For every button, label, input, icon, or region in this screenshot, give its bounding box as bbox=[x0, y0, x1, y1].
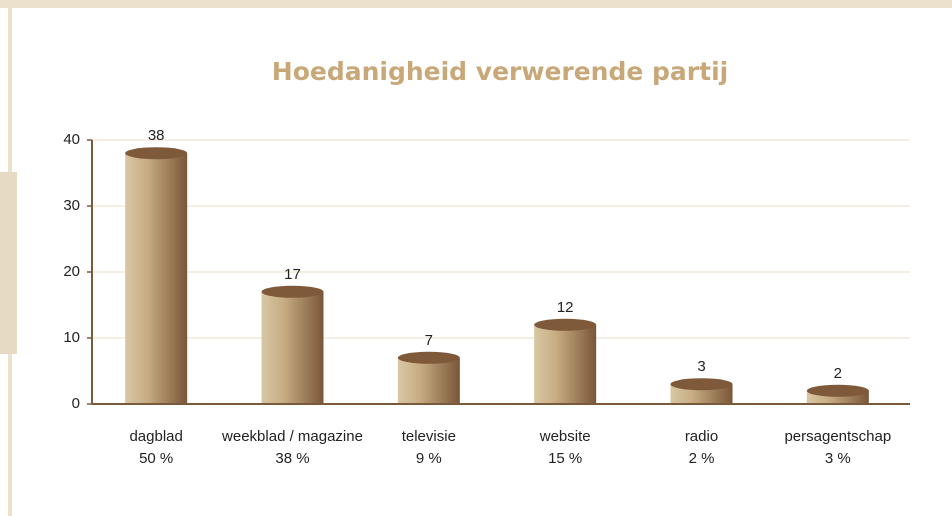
x-tick-sublabel: 9 % bbox=[416, 450, 442, 467]
x-tick-sublabel: 15 % bbox=[548, 450, 582, 467]
x-tick-label: televisie bbox=[402, 428, 456, 445]
x-tick-sublabel: 3 % bbox=[825, 450, 851, 467]
frame-top bbox=[0, 0, 952, 8]
bar-top bbox=[125, 147, 188, 160]
side-tab bbox=[0, 172, 17, 354]
x-tick-label: dagblad bbox=[129, 428, 182, 445]
y-tick-label: 30 bbox=[63, 197, 80, 214]
y-tick-label: 0 bbox=[72, 395, 80, 412]
bar-top bbox=[261, 285, 324, 298]
x-tick-sublabel: 38 % bbox=[275, 450, 309, 467]
value-label: 12 bbox=[557, 299, 574, 316]
bar-top bbox=[806, 384, 869, 397]
bar bbox=[125, 153, 188, 404]
bar-top bbox=[670, 378, 733, 391]
y-tick-label: 40 bbox=[63, 131, 80, 148]
bar-top bbox=[397, 351, 460, 364]
x-tick-sublabel: 50 % bbox=[139, 450, 173, 467]
bar bbox=[261, 291, 324, 404]
value-label: 7 bbox=[425, 332, 433, 349]
x-tick-label: weekblad / magazine bbox=[221, 428, 363, 445]
bar bbox=[397, 357, 460, 404]
bar-top bbox=[534, 318, 597, 331]
x-tick-label: persagentschap bbox=[784, 428, 891, 445]
bar bbox=[534, 324, 597, 404]
x-tick-label: radio bbox=[685, 428, 718, 445]
value-label: 38 bbox=[148, 127, 165, 144]
value-label: 2 bbox=[834, 365, 842, 382]
x-tick-label: website bbox=[539, 428, 591, 445]
y-tick-label: 20 bbox=[63, 263, 80, 280]
y-tick-label: 10 bbox=[63, 329, 80, 346]
value-label: 3 bbox=[697, 358, 705, 375]
value-label: 17 bbox=[284, 266, 301, 283]
x-tick-sublabel: 2 % bbox=[689, 450, 715, 467]
chart-title: Hoedanigheid verwerende partij bbox=[272, 57, 728, 86]
